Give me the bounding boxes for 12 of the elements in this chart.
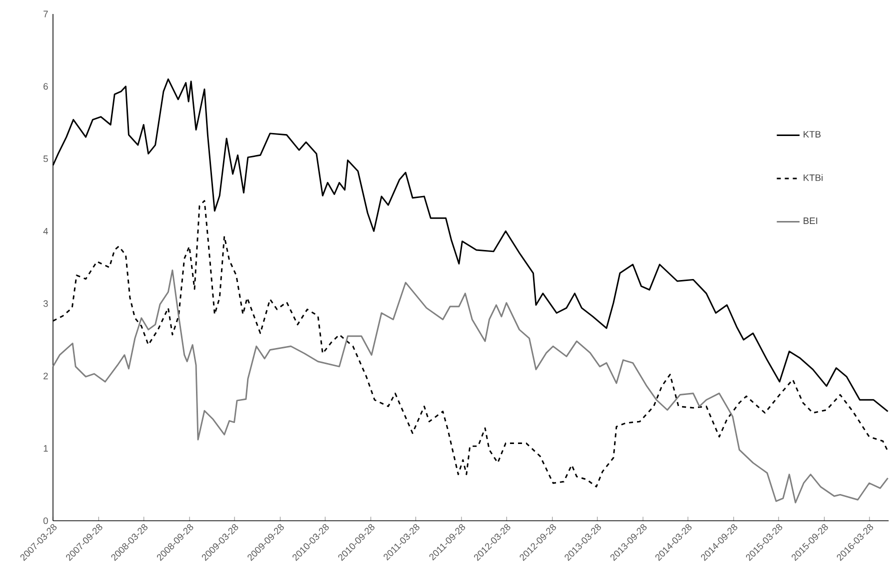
legend-label: KTB <box>804 131 821 138</box>
y-tick-label: 3 <box>43 300 48 307</box>
legend-label: BEI <box>804 218 818 224</box>
y-tick-label: 0 <box>43 518 48 524</box>
y-tick-label: 6 <box>44 83 48 90</box>
y-tick-label: 7 <box>44 10 48 18</box>
y-tick-label: 2 <box>44 372 48 380</box>
legend-label: KTBi <box>804 174 823 182</box>
y-tick-label: 5 <box>43 156 48 162</box>
line-series <box>52 270 889 504</box>
y-tick-label: 4 <box>43 228 48 235</box>
y-tick-label: 1 <box>44 445 48 452</box>
